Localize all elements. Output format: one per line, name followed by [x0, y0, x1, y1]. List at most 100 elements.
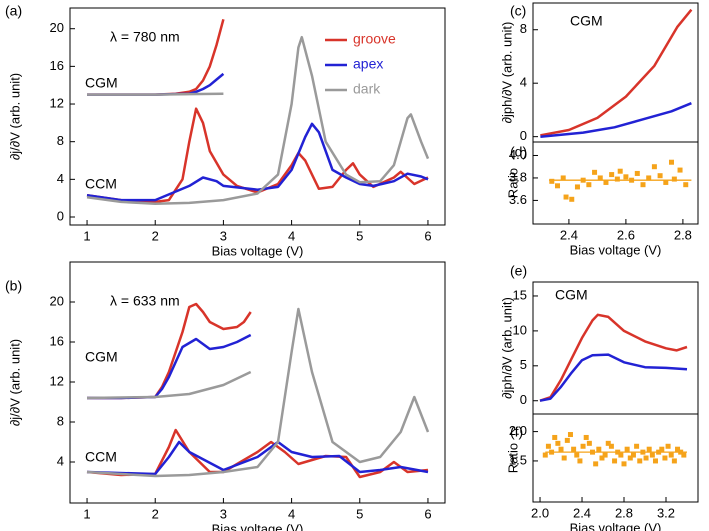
scatter-point [549, 178, 555, 184]
line-series [540, 102, 692, 138]
x-tick-label: 4 [288, 228, 295, 243]
x-tick-label: 1 [83, 506, 90, 521]
y-tick-label: 0 [57, 208, 64, 223]
y-tick-label: 4 [57, 453, 64, 468]
scatter-point [659, 446, 665, 452]
y-tick-label: 20 [50, 293, 64, 308]
y-tick-label: 5 [520, 357, 527, 372]
scatter-point [552, 434, 558, 440]
scatter-point [637, 458, 643, 464]
scatter-point [593, 461, 599, 467]
scatter-point [614, 176, 620, 182]
plot-area [86, 302, 430, 479]
scatter-point [555, 440, 561, 446]
y-axis-label: Ratio [505, 168, 520, 198]
scatter-point [545, 443, 551, 449]
scatter-point [608, 443, 614, 449]
scatter-point [675, 446, 681, 452]
x-tick-label: 6 [424, 228, 431, 243]
x-tick-label: 2 [152, 506, 159, 521]
scatter-point [681, 452, 687, 458]
scatter-point [668, 452, 674, 458]
scatter-point [621, 461, 627, 467]
y-tick-label: 0 [520, 392, 527, 407]
scatter-point [618, 452, 624, 458]
scatter-point [677, 167, 683, 173]
line-series [539, 313, 688, 402]
x-tick-label: 6 [424, 506, 431, 521]
plot-area [549, 159, 692, 202]
x-axis-label: Bias voltage (V) [212, 243, 304, 258]
scatter-point [612, 458, 618, 464]
x-tick-label: 2.0 [531, 505, 549, 520]
plot-area [542, 432, 687, 467]
y-axis-label: Ratio [505, 443, 520, 473]
y-tick-label: 8 [520, 21, 527, 36]
plot-frame [532, 141, 699, 225]
scatter-point [555, 183, 561, 189]
plot-frame [532, 413, 699, 503]
scatter-point [571, 446, 577, 452]
line-series [86, 107, 429, 204]
x-tick-label: 5 [356, 228, 363, 243]
scatter-point [634, 170, 640, 176]
y-tick-label: 16 [50, 58, 64, 73]
x-tick-label: 3.2 [657, 505, 675, 520]
scatter-point [561, 455, 567, 461]
scatter-point [671, 176, 677, 182]
x-tick-label: 3 [220, 506, 227, 521]
x-axis-label: Bias voltage (V) [212, 521, 304, 531]
scatter-point [605, 440, 611, 446]
scatter-point [624, 446, 630, 452]
line-series [87, 333, 252, 400]
y-tick-label: 3.6 [509, 192, 527, 207]
y-axis-label: ∂jph/∂V (arb. unit) [499, 297, 514, 399]
scatter-point [592, 169, 598, 175]
scatter-point [634, 443, 640, 449]
scatter-point [630, 452, 636, 458]
plot-area [540, 8, 693, 138]
y-tick-label: 12 [50, 373, 64, 388]
scatter-point [586, 182, 592, 188]
scatter-point [542, 452, 548, 458]
scatter-point [683, 182, 689, 188]
scatter-point [577, 458, 583, 464]
y-axis-label: ∂j/∂V (arb. unit) [7, 73, 22, 160]
legend-label: groove [353, 31, 396, 47]
scatter-point [558, 446, 564, 452]
x-tick-label: 2.6 [617, 227, 635, 242]
scatter-point [583, 434, 589, 440]
scatter-point [657, 173, 663, 179]
annotation: (d) [510, 144, 527, 160]
scatter-point [662, 455, 668, 461]
y-axis-label: ∂j/∂V (arb. unit) [7, 339, 22, 426]
line-series [87, 92, 224, 96]
annotation: (f) [510, 424, 523, 440]
scatter-point [651, 164, 657, 170]
scatter-point [623, 174, 629, 180]
y-tick-label: 4 [520, 75, 527, 90]
scatter-point [567, 432, 573, 438]
y-tick-label: 1.5 [509, 452, 527, 467]
y-tick-label: 2.0 [509, 423, 527, 438]
y-tick-label: 8 [57, 133, 64, 148]
y-tick-label: 16 [50, 333, 64, 348]
annotation: CCM [85, 176, 117, 192]
scatter-point [646, 446, 652, 452]
x-axis-label: Bias voltage (V) [570, 242, 662, 257]
scatter-point [599, 455, 605, 461]
plot-area [86, 18, 430, 206]
x-tick-label: 4 [288, 506, 295, 521]
x-tick-label: 2.4 [573, 505, 591, 520]
scatter-point [602, 452, 608, 458]
scatter-point [596, 446, 602, 452]
annotation: CGM [570, 13, 603, 29]
line-series [86, 370, 252, 400]
y-tick-label: 3.8 [509, 169, 527, 184]
y-tick-label: 20 [50, 20, 64, 35]
x-tick-label: 2.4 [560, 227, 578, 242]
plot-frame [532, 2, 699, 143]
legend-label: dark [353, 81, 381, 97]
scatter-point [627, 455, 633, 461]
scatter-point [646, 175, 652, 181]
